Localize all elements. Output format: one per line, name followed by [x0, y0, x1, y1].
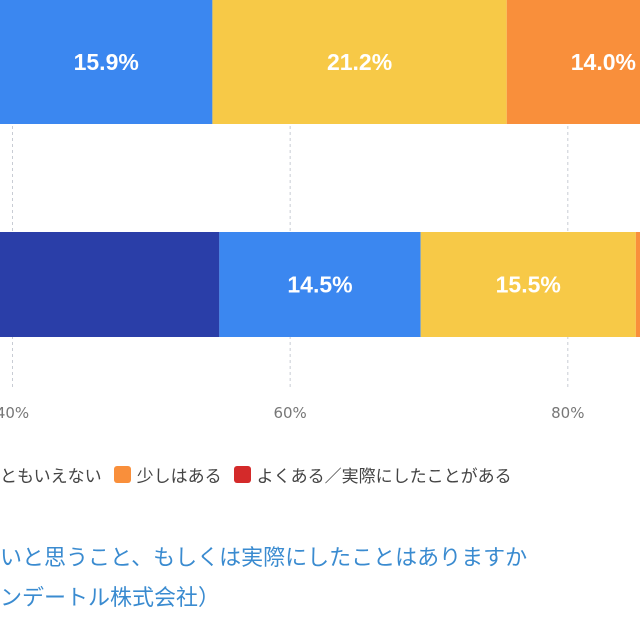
data-label: 15.9%	[74, 49, 139, 75]
legend-label: よくある／実際にしたことがある	[256, 467, 512, 487]
data-label: 14.0%	[571, 49, 636, 75]
stacked-bar-chart: 15.9% 21.2% 14.0% 14.5% 15.5% 40% 60% 80%	[0, 0, 640, 422]
legend-label: 少しはある	[136, 467, 222, 487]
legend-item-neutral: ともいえない	[0, 462, 102, 487]
data-label: 21.2%	[327, 49, 392, 75]
data-label: 14.5%	[287, 272, 352, 298]
bar-segment	[0, 0, 213, 124]
legend: ともいえない 少しはある よくある／実際にしたことがある	[0, 462, 524, 487]
data-label: 15.5%	[496, 272, 561, 298]
bar-segment	[219, 232, 421, 337]
legend-item-often: よくある／実際にしたことがある	[233, 462, 512, 487]
caption-line-1: いと思うこと、もしくは実際にしたことはありますか	[0, 546, 528, 571]
x-tick-label: 60%	[273, 404, 306, 422]
legend-swatch	[233, 466, 251, 483]
x-tick-label: 80%	[551, 404, 584, 422]
bar-segment	[506, 0, 640, 124]
legend-label: ともいえない	[0, 467, 102, 487]
legend-item-somewhat: 少しはある	[113, 462, 222, 487]
bar-segment	[0, 232, 220, 337]
bar-segment	[635, 232, 640, 337]
legend-swatch	[113, 466, 131, 483]
x-tick-label: 40%	[0, 404, 29, 422]
bar-segment	[420, 232, 636, 337]
caption-line-2: ンデートル株式会社）	[0, 586, 221, 611]
bar-segment	[212, 0, 507, 124]
